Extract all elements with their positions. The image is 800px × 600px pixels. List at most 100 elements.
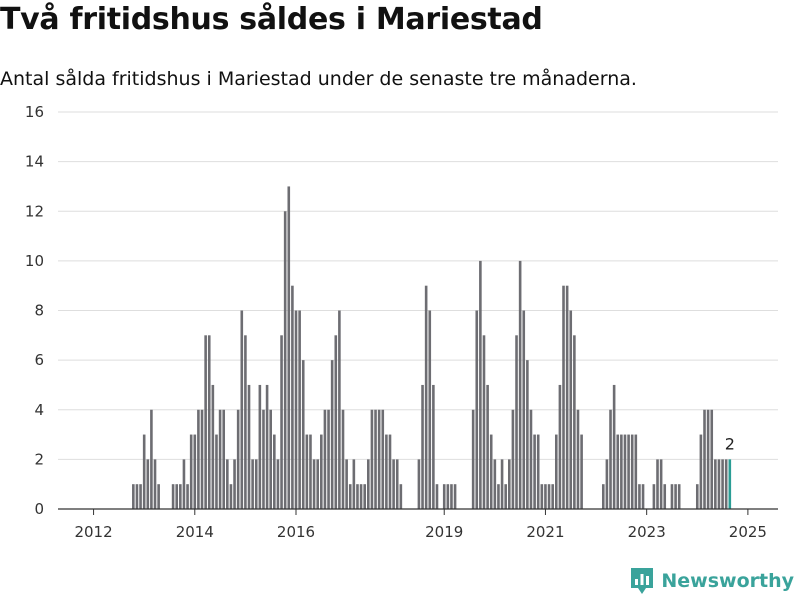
- chart-title: Två fritidshus såldes i Mariestad: [0, 2, 543, 37]
- bar: [186, 484, 189, 509]
- bar: [294, 310, 298, 509]
- bar: [218, 409, 222, 509]
- bar: [287, 186, 291, 509]
- y-tick-label: 14: [25, 153, 44, 171]
- bar: [544, 484, 547, 509]
- bar: [710, 409, 714, 509]
- bar: [269, 409, 272, 509]
- bar: [370, 409, 374, 509]
- brand-name: Newsworthy: [661, 570, 794, 592]
- bar: [612, 384, 616, 509]
- bar: [233, 459, 236, 510]
- bar: [320, 434, 323, 509]
- x-axis: 2012 2014 2016 2019 2021 2023 2025: [58, 508, 778, 541]
- bar: [200, 409, 204, 509]
- bar: [638, 484, 641, 509]
- bar: [432, 384, 435, 509]
- bar: [714, 459, 717, 510]
- bar: [652, 484, 656, 509]
- bar: [157, 484, 160, 509]
- bar: [323, 409, 327, 509]
- bar: [229, 484, 233, 509]
- bar: [265, 384, 269, 509]
- bar: [359, 484, 363, 509]
- bar: [428, 310, 432, 509]
- bar: [226, 459, 229, 510]
- bar: [283, 211, 287, 509]
- bar: [724, 459, 728, 510]
- bar: [641, 484, 645, 509]
- bar: [623, 434, 627, 509]
- bar: [677, 484, 681, 509]
- bar: [421, 384, 424, 509]
- bar: [620, 434, 623, 509]
- bar: [341, 409, 345, 509]
- bar: [262, 409, 265, 509]
- bar: [489, 434, 493, 509]
- bar: [518, 260, 522, 510]
- bar: [670, 484, 674, 509]
- bar: [247, 384, 251, 509]
- bar: [609, 409, 612, 509]
- bar: [551, 484, 554, 509]
- y-tick-label: 2: [34, 450, 44, 468]
- bar: [377, 409, 381, 509]
- bar: [211, 384, 215, 509]
- bar: [276, 459, 280, 510]
- y-tick-label: 0: [34, 500, 44, 518]
- bar: [471, 409, 475, 509]
- bar: [153, 459, 157, 510]
- bar: [634, 434, 638, 509]
- bar: [251, 459, 254, 510]
- bar: [500, 459, 504, 510]
- bar-latest: [728, 459, 732, 510]
- bar: [504, 484, 507, 509]
- bar: [695, 484, 699, 509]
- bar: [511, 409, 515, 509]
- bar: [453, 484, 457, 509]
- bar: [659, 459, 663, 510]
- y-tick-label: 16: [25, 103, 44, 121]
- bar: [674, 484, 677, 509]
- bar: [298, 310, 301, 509]
- bar: [475, 310, 479, 509]
- bar: [630, 434, 634, 509]
- y-axis-tick-labels: 0 2 4 6 8 10 12 14 16: [25, 103, 44, 518]
- bar: [363, 484, 366, 509]
- bar: [486, 384, 489, 509]
- bar: [497, 484, 500, 509]
- bar: [334, 335, 338, 509]
- bar: [240, 310, 244, 509]
- x-tick-label: 2012: [74, 523, 112, 541]
- bar: [312, 459, 316, 510]
- bar: [562, 285, 565, 509]
- bar: [540, 484, 544, 509]
- bar: [182, 459, 186, 510]
- newsworthy-logo: Newsworthy: [629, 566, 794, 596]
- bar: [385, 434, 388, 509]
- x-tick-label: 2021: [526, 523, 564, 541]
- y-gridlines: [58, 111, 778, 460]
- x-tick-label: 2016: [277, 523, 315, 541]
- bar: [301, 360, 305, 510]
- bar: [146, 459, 150, 510]
- bar: [175, 484, 179, 509]
- y-tick-label: 12: [25, 202, 44, 220]
- bar: [558, 384, 562, 509]
- bar: [605, 459, 609, 510]
- bar: [258, 384, 262, 509]
- x-tick-label: 2014: [176, 523, 214, 541]
- bar: [717, 459, 721, 510]
- bar: [345, 459, 348, 510]
- bar: [533, 434, 536, 509]
- bar: [171, 484, 175, 509]
- bar: [388, 434, 392, 509]
- bar: [580, 434, 583, 509]
- bar: [367, 459, 370, 510]
- bar: [565, 285, 569, 509]
- y-tick-label: 10: [25, 252, 44, 270]
- bar: [236, 409, 240, 509]
- y-tick-label: 4: [34, 401, 44, 419]
- bar: [699, 434, 703, 509]
